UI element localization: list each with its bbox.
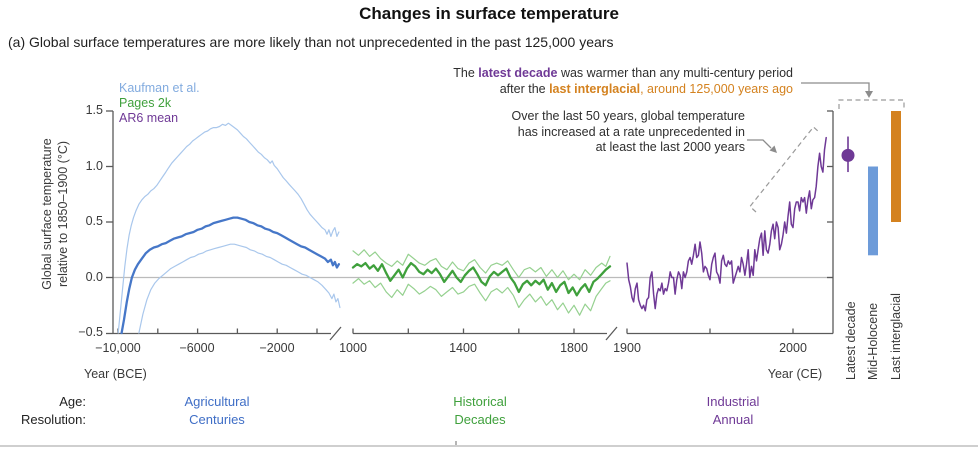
- warmer-period-dashed-bracket: [838, 99, 905, 109]
- mid-holocene-bar: [868, 166, 878, 256]
- resolution-decades: Decades: [454, 412, 506, 427]
- rate-annotation-arrow-line: [747, 139, 772, 149]
- x-axis-label-ce: Year (CE): [767, 367, 823, 381]
- ar6-annual-mean: [626, 136, 827, 312]
- latest-decade-dot: [841, 148, 855, 162]
- label-mid-holocene: Mid-Holocene: [866, 302, 880, 380]
- annotation-graphics: [747, 82, 905, 213]
- x-axis-label-bce: Year (BCE): [84, 367, 147, 381]
- legend-kaufman: Kaufman et al.: [119, 81, 200, 95]
- latest-decade-highlight: latest decade: [478, 66, 558, 80]
- label-latest-decade: Latest decade: [844, 301, 858, 380]
- rate-dashed-bracket: [749, 126, 820, 213]
- y-tick-1-5: 1.5: [85, 103, 103, 117]
- legend-pages2k: Pages 2k: [119, 96, 172, 110]
- decade-annotation-arrow-line: [801, 82, 870, 91]
- kaufman-upper-bound: [117, 122, 340, 334]
- last-interglacial-bar: [891, 111, 901, 222]
- axis-break-1: [329, 326, 342, 341]
- label-last-interglacial: Last interglacial: [889, 293, 903, 380]
- panel-a-caption: (a) Global surface temperatures are more…: [8, 34, 614, 50]
- y-tick-neg-0-5: −0.5: [78, 325, 103, 339]
- rate-annotation-arrowhead: [769, 145, 777, 153]
- next-panel-tick: [455, 441, 457, 446]
- annotation-warming-rate: Over the last 50 years, global temperatu…: [511, 109, 745, 154]
- pages2k-upper-bound: [352, 249, 611, 281]
- x-tick-minus-6000: −6000: [179, 341, 215, 355]
- resolution-row-label: Resolution:: [20, 412, 86, 427]
- x-tick-minus-2000: −2000: [259, 341, 295, 355]
- page-title: Changes in surface temperature: [359, 4, 619, 23]
- decade-annotation-arrowhead: [865, 91, 873, 98]
- x-tick-1800: 1800: [560, 341, 588, 355]
- last-interglacial-highlight: last interglacial: [549, 81, 641, 96]
- age-historical: Historical: [453, 394, 507, 409]
- annotation-latest-decade: The latest decade was warmer than any mu…: [453, 66, 793, 96]
- panel-divider-line: [0, 445, 978, 447]
- y-tick-0-5: 0.5: [85, 214, 103, 228]
- age-agricultural: Agricultural: [184, 394, 250, 409]
- y-tick-1-0: 1.0: [85, 158, 103, 173]
- pages2k-lower-bound: [352, 278, 611, 316]
- axis-break-2: [605, 326, 618, 341]
- x-tick-minus-10000: −10,000: [95, 341, 141, 355]
- x-tick-1900: 1900: [613, 341, 641, 355]
- age-row-label: Age:: [59, 394, 86, 409]
- age-industrial: Industrial: [706, 394, 760, 409]
- x-tick-1400: 1400: [449, 341, 477, 355]
- kaufman-mean: [120, 216, 341, 335]
- pages2k-mean: [351, 261, 612, 297]
- resolution-centuries: Centuries: [189, 412, 245, 427]
- axes: [106, 110, 834, 341]
- legend-ar6-mean: AR6 mean: [119, 111, 179, 125]
- kaufman-lower-bound: [138, 243, 341, 334]
- x-tick-2000: 2000: [779, 341, 807, 355]
- range-markers-layer: [841, 111, 901, 256]
- y-tick-0-0: 0.0: [85, 269, 103, 284]
- x-tick-1000: 1000: [339, 341, 367, 355]
- data-series-layer: [117, 122, 827, 335]
- resolution-annual: Annual: [712, 412, 754, 427]
